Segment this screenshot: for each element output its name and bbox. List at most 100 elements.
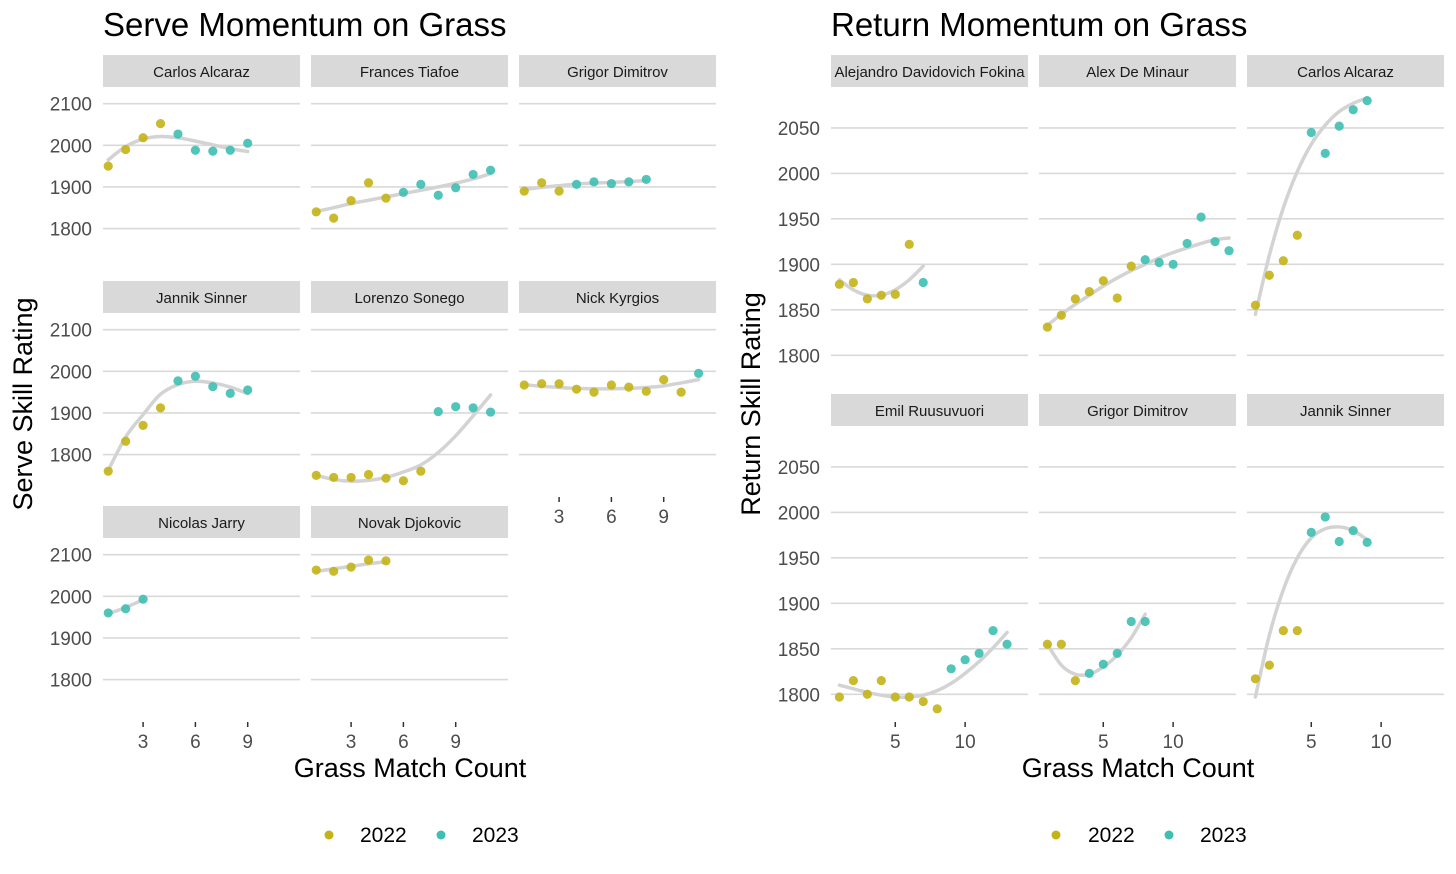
data-point-2022 bbox=[554, 186, 564, 196]
data-point-2023 bbox=[173, 376, 183, 386]
serve-x-tick-label: 6 bbox=[398, 732, 409, 753]
serve-y-tick-label: 2100 bbox=[50, 95, 92, 116]
data-point-2022 bbox=[519, 380, 529, 390]
data-point-2022 bbox=[1278, 626, 1288, 636]
data-point-2023 bbox=[641, 174, 651, 185]
data-point-2022 bbox=[862, 294, 872, 304]
return-y-tick-label: 1800 bbox=[778, 346, 820, 367]
data-point-2022 bbox=[848, 676, 858, 686]
serve-y-tick-label: 1800 bbox=[50, 220, 92, 241]
data-point-2022 bbox=[890, 289, 900, 299]
serve-chart: Serve Momentum on Grass 1800 1900 2000 2100… bbox=[8, 6, 716, 847]
data-point-2022 bbox=[363, 178, 374, 188]
facet-strip-label: Grigor Dimitrov bbox=[1087, 403, 1188, 420]
data-point-2023 bbox=[946, 664, 956, 674]
serve-x-tick-label: 6 bbox=[190, 732, 201, 753]
data-point-2022 bbox=[103, 466, 113, 476]
return-panel-grigor-dimitrov: Grigor Dimitrov bbox=[1039, 394, 1236, 696]
facet-strip bbox=[103, 506, 300, 538]
facet-strip-label: Jannik Sinner bbox=[1300, 403, 1391, 420]
data-point-2023 bbox=[1140, 616, 1150, 627]
smooth-trend-line bbox=[1253, 96, 1369, 317]
data-point-2023 bbox=[243, 385, 253, 395]
data-point-2022 bbox=[876, 290, 886, 300]
facet-strip bbox=[831, 55, 1028, 87]
smooth-trend-line bbox=[1045, 612, 1147, 678]
facet-strip-label: Lorenzo Sonego bbox=[354, 290, 464, 307]
return-panel-alex-de-minaur: Alex De Minaur bbox=[1039, 55, 1236, 357]
serve-y-tick-label: 1800 bbox=[50, 446, 92, 467]
data-point-2023 bbox=[1320, 148, 1330, 158]
data-point-2023 bbox=[624, 177, 634, 187]
data-point-2023 bbox=[190, 371, 200, 381]
facet-strip bbox=[311, 281, 508, 313]
serve-panel-lorenzo-sonego: Lorenzo Sonego bbox=[311, 281, 508, 486]
data-point-2023 bbox=[1348, 525, 1358, 536]
serve-chart-panels: 1800 1900 2000 2100 1800 1900 2000 2100 1800 1900… bbox=[50, 55, 716, 753]
facet-strip-label: Alex De Minaur bbox=[1086, 64, 1189, 81]
data-point-2023 bbox=[606, 178, 616, 189]
data-point-2022 bbox=[848, 277, 858, 288]
data-point-2022 bbox=[381, 556, 391, 566]
data-point-2023 bbox=[468, 169, 478, 180]
data-point-2022 bbox=[659, 375, 669, 385]
serve-y-tick-label: 2000 bbox=[50, 362, 92, 383]
facet-strip bbox=[103, 55, 300, 87]
return-x-tick-label: 5 bbox=[1306, 732, 1317, 753]
return-y-tick-label: 1900 bbox=[778, 594, 820, 615]
data-point-2022 bbox=[519, 186, 529, 196]
facet-strip-label: Jannik Sinner bbox=[156, 290, 247, 307]
data-point-2022 bbox=[311, 470, 321, 480]
facet-strip-label: Nicolas Jarry bbox=[158, 515, 245, 532]
data-point-2023 bbox=[103, 608, 113, 618]
data-point-2022 bbox=[1042, 322, 1052, 332]
serve-panel-grigor-dimitrov: Grigor Dimitrov bbox=[519, 55, 716, 230]
return-y-tick-label: 1850 bbox=[778, 301, 820, 322]
data-point-2023 bbox=[1210, 236, 1220, 247]
data-point-2022 bbox=[537, 379, 547, 389]
data-point-2023 bbox=[1196, 212, 1206, 222]
serve-x-tick-label: 9 bbox=[242, 732, 253, 753]
facet-strip-label: Grigor Dimitrov bbox=[567, 64, 668, 81]
data-point-2022 bbox=[862, 689, 872, 699]
serve-chart-title: Serve Momentum on Grass bbox=[103, 6, 506, 43]
facet-strip bbox=[311, 55, 508, 87]
serve-legend-key-2023 bbox=[436, 830, 446, 840]
data-point-2022 bbox=[624, 382, 634, 392]
data-point-2022 bbox=[311, 207, 321, 217]
smooth-trend-line bbox=[314, 393, 493, 483]
serve-y-tick-label: 2000 bbox=[50, 136, 92, 157]
return-y-tick-label: 2050 bbox=[778, 119, 820, 140]
data-point-2023 bbox=[1306, 527, 1316, 537]
serve-x-tick-label: 3 bbox=[346, 732, 357, 753]
return-panel-carlos-alcaraz: Carlos Alcaraz bbox=[1247, 55, 1444, 357]
data-point-2023 bbox=[1334, 536, 1344, 547]
data-point-2023 bbox=[485, 407, 496, 417]
facet-strip bbox=[831, 394, 1028, 426]
data-point-2023 bbox=[1112, 648, 1122, 658]
serve-y-tick-label: 1900 bbox=[50, 629, 92, 650]
data-point-2023 bbox=[918, 277, 928, 288]
serve-legend-label-2022: 2022 bbox=[360, 824, 407, 847]
data-point-2022 bbox=[1126, 261, 1136, 271]
data-point-2023 bbox=[208, 382, 218, 392]
data-point-2022 bbox=[918, 696, 928, 707]
return-x-tick-label: 5 bbox=[890, 732, 901, 753]
data-point-2023 bbox=[138, 594, 148, 604]
facet-strip-label: Alejandro Davidovich Fokina bbox=[834, 64, 1025, 81]
data-point-2022 bbox=[932, 704, 942, 714]
data-point-2022 bbox=[641, 386, 651, 396]
data-point-2022 bbox=[1264, 660, 1274, 670]
return-chart-panels: 1800 1850 1900 1950 2000 2050 1800 1850 1900 1950… bbox=[778, 55, 1444, 753]
return-y-tick-label: 1950 bbox=[778, 549, 820, 570]
data-point-2022 bbox=[121, 436, 131, 446]
serve-x-tick-label: 3 bbox=[554, 507, 565, 528]
facet-strip-label: Nick Kyrgios bbox=[576, 290, 659, 307]
data-point-2022 bbox=[1250, 300, 1260, 310]
data-point-2022 bbox=[346, 196, 356, 206]
data-point-2023 bbox=[988, 626, 998, 636]
data-point-2022 bbox=[381, 473, 391, 483]
data-point-2022 bbox=[103, 161, 113, 171]
facet-strip-label: Carlos Alcaraz bbox=[1297, 64, 1394, 81]
